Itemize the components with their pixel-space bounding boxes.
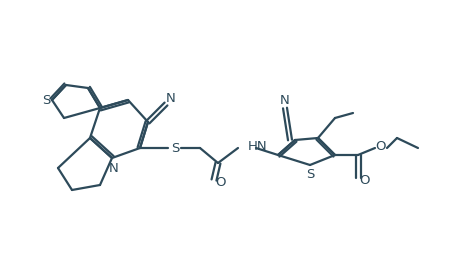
- Text: O: O: [216, 176, 226, 189]
- Text: O: O: [360, 174, 370, 187]
- Text: HN: HN: [248, 139, 268, 152]
- Text: N: N: [166, 92, 176, 104]
- Text: N: N: [109, 162, 119, 175]
- Text: N: N: [280, 93, 290, 106]
- Text: O: O: [376, 140, 386, 153]
- Text: S: S: [42, 93, 50, 106]
- Text: S: S: [306, 168, 314, 181]
- Text: S: S: [171, 141, 179, 155]
